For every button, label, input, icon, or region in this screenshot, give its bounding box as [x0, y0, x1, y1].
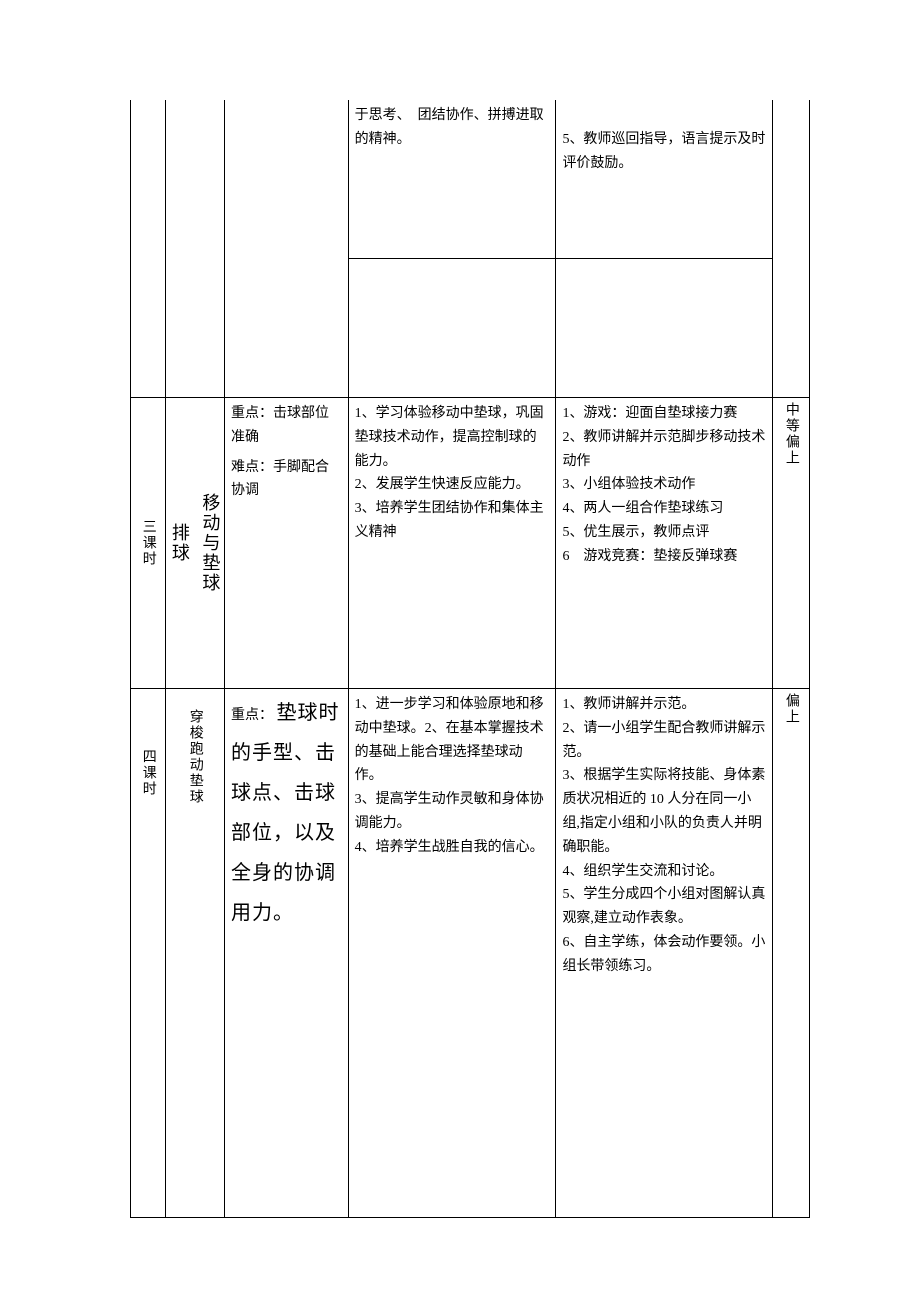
goals-cell: 1、进一步学习和体验原地和移动中垫球。2、在基本掌握技术的基础上能合理选择垫球动… — [348, 689, 556, 1218]
difficulty-cell: 中等偏上 — [772, 398, 809, 689]
key-nan: 难点：手脚配合协调 — [231, 456, 342, 504]
activities-text: 5、教师巡回指导，语言提示及时评价鼓励。 — [562, 132, 765, 171]
table-row-gap — [131, 259, 810, 398]
topic-text-a: 排球 — [164, 493, 195, 593]
topic-text-b: 移动与垫球 — [195, 493, 226, 593]
topic-cell: 排球 移动与垫球 — [165, 398, 224, 689]
difficulty-cell — [772, 100, 809, 259]
difficulty-text: 偏上 — [779, 693, 803, 725]
goals-text: 1、进一步学习和体验原地和移动中垫球。2、在基本掌握技术的基础上能合理选择垫球动… — [355, 693, 550, 860]
lesson-label: 三课时 — [136, 519, 160, 567]
goals-cell: 1、学习体验移动中垫球，巩固垫球技术动作，提高控制球的能力。 2、发展学生快速反… — [348, 398, 556, 689]
table-row: 三课时 排球 移动与垫球 重点：击球部位准确 难点：手脚配合协调 1、学习体验移… — [131, 398, 810, 689]
lesson-label: 四课时 — [136, 749, 160, 797]
keys-cell: 重点：击球部位准确 难点：手脚配合协调 — [224, 398, 348, 689]
topic-cell — [165, 100, 224, 259]
keys-cell — [224, 100, 348, 259]
topic-text: 穿梭跑动垫球 — [183, 709, 207, 805]
lesson-plan-table: 于思考、 团结协作、拼搏进取的精神。 5、教师巡回指导，语言提示及时评价鼓励。 … — [130, 100, 810, 1218]
table-row: 四课时 穿梭跑动垫球 重点： 垫球时的手型、击球点、击球部位，以及全身的协调用力… — [131, 689, 810, 1218]
activities-cell: 5、教师巡回指导，语言提示及时评价鼓励。 — [556, 100, 772, 259]
table-row: 于思考、 团结协作、拼搏进取的精神。 5、教师巡回指导，语言提示及时评价鼓励。 — [131, 100, 810, 259]
activities-text: 1、教师讲解并示范。 2、请一小组学生配合教师讲解示范。 3、根据学生实际将技能… — [562, 693, 765, 979]
activities-cell: 1、教师讲解并示范。 2、请一小组学生配合教师讲解示范。 3、根据学生实际将技能… — [556, 689, 772, 1218]
lesson-cell — [131, 100, 166, 259]
activities-cell: 1、游戏：迎面自垫球接力赛 2、教师讲解并示范脚步移动技术动作 3、小组体验技术… — [556, 398, 772, 689]
key-label: 重点： — [231, 708, 273, 723]
keys-cell: 重点： 垫球时的手型、击球点、击球部位，以及全身的协调用力。 — [224, 689, 348, 1218]
lesson-cell: 四课时 — [131, 689, 166, 1218]
goals-cell: 于思考、 团结协作、拼搏进取的精神。 — [348, 100, 556, 259]
key-zhong: 重点：击球部位准确 — [231, 402, 342, 450]
key-big: 垫球时的手型、击球点、击球部位，以及全身的协调用力。 — [231, 702, 340, 924]
goals-text: 1、学习体验移动中垫球，巩固垫球技术动作，提高控制球的能力。 2、发展学生快速反… — [355, 402, 550, 545]
topic-cell: 穿梭跑动垫球 — [165, 689, 224, 1218]
difficulty-text: 中等偏上 — [779, 402, 803, 466]
lesson-cell: 三课时 — [131, 398, 166, 689]
activities-text: 1、游戏：迎面自垫球接力赛 2、教师讲解并示范脚步移动技术动作 3、小组体验技术… — [562, 402, 765, 569]
goals-text: 于思考、 团结协作、拼搏进取的精神。 — [355, 108, 544, 147]
difficulty-cell: 偏上 — [772, 689, 809, 1218]
